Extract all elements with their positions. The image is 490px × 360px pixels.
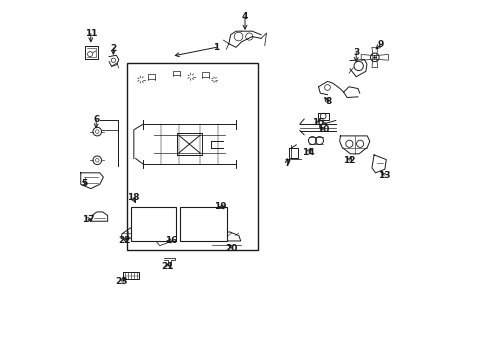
Text: 5: 5 [81,179,88,188]
Bar [180,207,227,241]
Text: 12: 12 [343,156,356,165]
Text: 15: 15 [312,118,324,127]
Text: 14: 14 [302,148,315,157]
Text: 17: 17 [82,215,95,224]
Text: 4: 4 [242,12,248,21]
Bar [131,207,176,241]
Bar [126,63,258,250]
Text: 18: 18 [127,193,139,202]
Text: 19: 19 [214,202,227,211]
Text: 9: 9 [377,40,384,49]
Text: 21: 21 [162,262,174,271]
Text: 16: 16 [165,237,178,246]
Text: 20: 20 [225,244,238,253]
Text: 23: 23 [115,276,127,285]
Text: 6: 6 [93,115,99,124]
Text: 1: 1 [213,43,220,52]
Text: 11: 11 [85,29,97,38]
Text: 8: 8 [325,97,332,106]
Text: 13: 13 [378,171,391,180]
Text: 22: 22 [118,237,130,246]
Text: 7: 7 [284,159,291,168]
Text: 10: 10 [317,125,329,134]
Text: 3: 3 [353,48,359,57]
Text: 2: 2 [110,44,117,53]
